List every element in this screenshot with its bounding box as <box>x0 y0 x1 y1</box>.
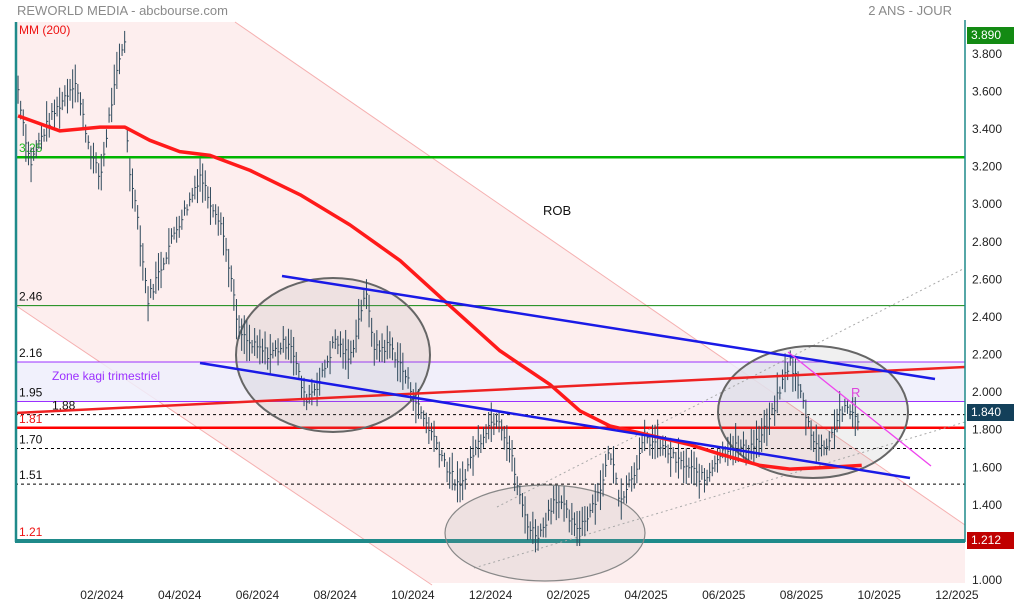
blue-trendline-upper <box>281 274 936 381</box>
y-tick-label: 2.000 <box>972 385 1002 399</box>
ma200-line <box>17 114 862 471</box>
circle-bottom <box>444 484 646 582</box>
zone-label: Zone kagi trimestriel <box>52 369 160 383</box>
level-label: 1.51 <box>19 468 43 482</box>
y-tick-label: 3.400 <box>972 122 1002 136</box>
x-tick-label: 08/2024 <box>313 588 357 602</box>
ma-legend: MM (200) <box>19 23 70 37</box>
y-tick-label: 2.600 <box>972 272 1002 286</box>
level-label: 2.46 <box>19 290 43 304</box>
x-tick-label: 12/2025 <box>935 588 979 602</box>
red-trendline <box>14 365 966 415</box>
x-tick-label: 12/2024 <box>469 588 513 602</box>
y-tick-label: 1.400 <box>972 498 1002 512</box>
r-label: R <box>851 385 860 400</box>
y-tick-label: 2.400 <box>972 310 1002 324</box>
y-tick-label: 2.800 <box>972 235 1002 249</box>
y-tick-label: 1.600 <box>972 460 1002 474</box>
kagi-zone <box>15 362 965 402</box>
x-tick-label: 10/2024 <box>391 588 435 602</box>
badge-high: 3.890 <box>967 27 1014 44</box>
price-bars <box>17 30 860 553</box>
y-tick-label: 3.200 <box>972 160 1002 174</box>
x-tick-label: 02/2025 <box>547 588 591 602</box>
y-tick-label: 3.800 <box>972 47 1002 61</box>
level-label: 1.21 <box>19 525 43 539</box>
level-label: 2.16 <box>19 346 43 360</box>
chart-title: REWORLD MEDIA - abcbourse.com <box>17 3 228 18</box>
x-tick-label: 04/2024 <box>158 588 202 602</box>
y-tick-label: 1.800 <box>972 423 1002 437</box>
rob-label: ROB <box>543 203 571 218</box>
period-label: 2 ANS - JOUR <box>868 3 952 18</box>
y-tick-label: 1.000 <box>972 573 1002 587</box>
level-label: 1.81 <box>19 412 43 426</box>
y-tick-label: 3.600 <box>972 84 1002 98</box>
blue-trendline-lower <box>199 361 911 480</box>
badge-last: 1.840 <box>967 404 1014 421</box>
x-tick-label: 06/2024 <box>236 588 280 602</box>
x-tick-label: 10/2025 <box>858 588 902 602</box>
y-tick-label: 3.000 <box>972 197 1002 211</box>
channel-lower <box>14 304 433 586</box>
level-label: 1.95 <box>19 385 43 399</box>
y-tick-label: 2.200 <box>972 348 1002 362</box>
x-tick-label: 06/2025 <box>702 588 746 602</box>
x-tick-label: 04/2025 <box>624 588 668 602</box>
badge-low: 1.212 <box>967 532 1014 549</box>
x-tick-label: 08/2025 <box>780 588 824 602</box>
dotted-support-1 <box>473 421 966 569</box>
circle-2025 <box>717 345 909 479</box>
x-tick-label: 02/2024 <box>80 588 124 602</box>
resistance-line-r <box>787 351 932 467</box>
channel-upper <box>234 21 966 526</box>
level-label: 1.70 <box>19 432 43 446</box>
